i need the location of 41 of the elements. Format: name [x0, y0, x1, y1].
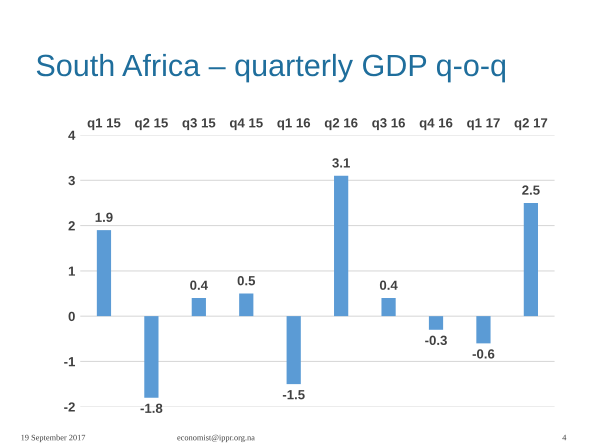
x-tick-label: q2 17 [514, 118, 548, 130]
data-label: 0.5 [238, 276, 256, 286]
x-tick-label: q1 16 [277, 118, 310, 130]
text: 19 September 2017 [21, 434, 86, 442]
data-label: -0.6 [472, 349, 494, 359]
bar [286, 316, 301, 384]
bar [476, 316, 491, 344]
data-label: 3.1 [332, 158, 350, 168]
data-label: 0.4 [190, 280, 208, 290]
text: economist@ippr.org.na [177, 434, 255, 442]
x-tick-label: q3 16 [372, 118, 405, 130]
bar [96, 230, 112, 316]
x-tick-label: q1 15 [88, 118, 120, 130]
data-label: 0.4 [380, 280, 398, 290]
x-tick-label: q1 17 [467, 118, 500, 130]
text: 4 [562, 434, 566, 440]
bar [381, 298, 396, 316]
x-tick-label: q2 16 [324, 118, 358, 130]
x-tick-label: q4 15 [230, 118, 263, 130]
data-label: 2.5 [522, 185, 540, 195]
y-tick-label: 3 [68, 176, 75, 186]
y-tick-label: -1 [64, 357, 76, 366]
y-tick-label: 2 [68, 221, 75, 230]
bar [144, 316, 159, 398]
y-tick-label: -2 [64, 402, 75, 412]
data-label: -1.8 [140, 404, 162, 413]
data-label: 1.9 [96, 212, 113, 222]
bar [192, 298, 206, 316]
chart-title: South Africa – quarterly GDP q-o-q [36, 54, 506, 82]
data-label: -0.3 [425, 336, 447, 346]
y-tick-label: 4 [68, 130, 76, 140]
data-label: -1.5 [282, 390, 305, 400]
bar [334, 176, 348, 316]
x-tick-label: q3 15 [182, 118, 216, 130]
bar [239, 294, 254, 316]
x-tick-label: q4 16 [420, 118, 452, 130]
y-tick-label: 0 [68, 312, 75, 322]
bar [428, 316, 444, 330]
x-tick-label: q2 15 [135, 118, 168, 130]
y-tick-label: 1 [68, 266, 76, 276]
bar [524, 202, 538, 316]
